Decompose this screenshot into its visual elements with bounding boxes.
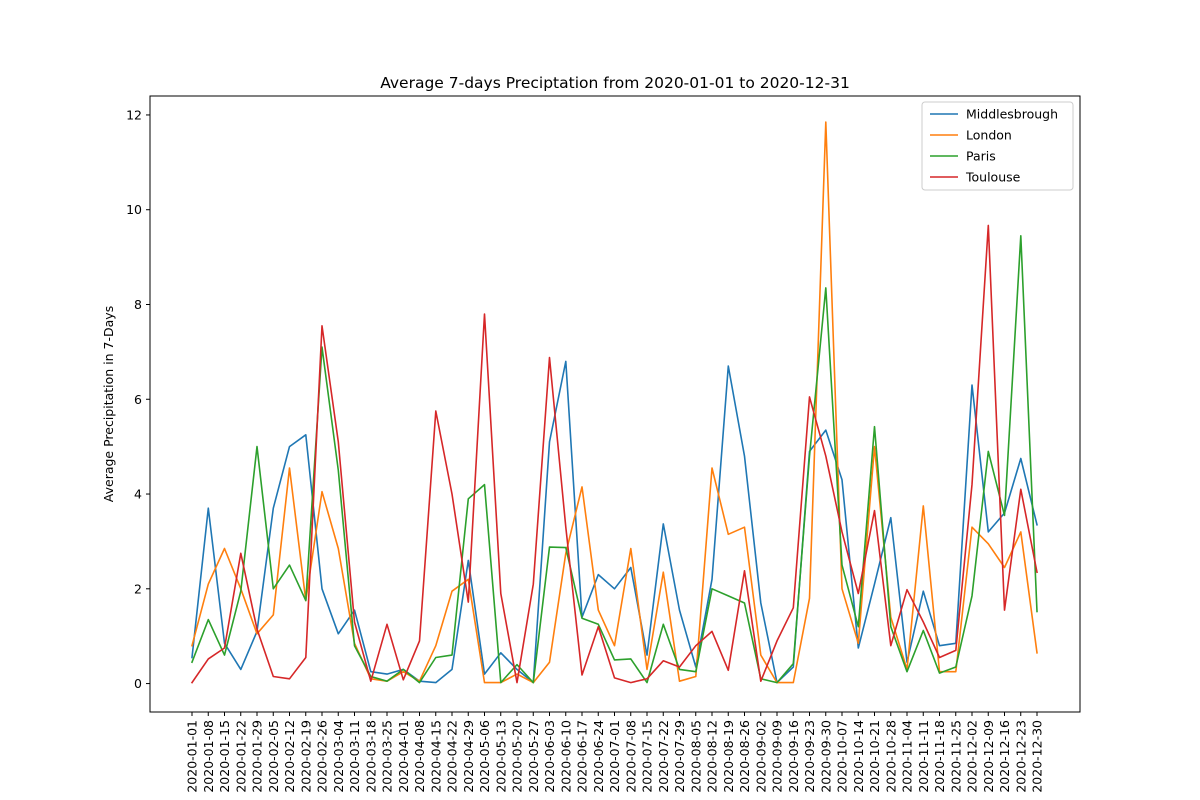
y-tick-label: 8 bbox=[134, 297, 142, 312]
x-tick-label: 2020-09-09 bbox=[770, 720, 785, 793]
x-tick-label: 2020-05-06 bbox=[477, 720, 492, 793]
x-tick-label: 2020-11-25 bbox=[948, 720, 963, 793]
series-line-middlesbrough bbox=[191, 360, 1038, 684]
y-tick-label: 10 bbox=[126, 202, 142, 217]
x-tick-label: 2020-11-04 bbox=[900, 720, 915, 793]
series-line-paris bbox=[190, 235, 1038, 684]
legend-box bbox=[921, 101, 1074, 191]
x-tick-label: 2020-12-23 bbox=[1013, 720, 1028, 793]
plot-area bbox=[150, 96, 1080, 712]
x-tick-label: 2020-10-14 bbox=[851, 720, 866, 793]
x-tick-label: 2020-01-15 bbox=[217, 720, 232, 793]
x-tick-label: 2020-12-16 bbox=[997, 720, 1012, 793]
y-tick-label: 6 bbox=[134, 392, 142, 407]
x-tick-label: 2020-07-15 bbox=[640, 720, 655, 793]
x-tick-label: 2020-11-11 bbox=[916, 720, 931, 793]
legend-label: Paris bbox=[966, 149, 996, 164]
x-tick-label: 2020-05-27 bbox=[526, 720, 541, 793]
x-tick-label: 2020-08-05 bbox=[688, 720, 703, 793]
x-tick-label: 2020-01-01 bbox=[185, 720, 200, 793]
x-tick-label: 2020-09-30 bbox=[818, 720, 833, 793]
legend-label: Toulouse bbox=[965, 170, 1021, 185]
series-line-toulouse bbox=[190, 224, 1038, 684]
x-tick-label: 2020-10-28 bbox=[883, 720, 898, 793]
legend-label: London bbox=[966, 128, 1012, 143]
chart-title: Average 7-days Preciptation from 2020-01… bbox=[380, 74, 850, 92]
x-tick-label: 2020-04-08 bbox=[412, 720, 427, 793]
x-tick-label: 2020-10-21 bbox=[867, 720, 882, 793]
x-tick-label: 2020-05-20 bbox=[510, 720, 525, 793]
x-tick-label: 2020-05-13 bbox=[493, 720, 508, 793]
x-tick-label: 2020-02-05 bbox=[266, 720, 281, 793]
x-tick-label: 2020-09-02 bbox=[753, 720, 768, 793]
x-tick-label: 2020-04-15 bbox=[428, 720, 443, 793]
x-tick-label: 2020-07-08 bbox=[623, 720, 638, 793]
x-tick-label: 2020-08-26 bbox=[737, 720, 752, 793]
x-tick-label: 2020-04-01 bbox=[396, 720, 411, 793]
x-tick-label: 2020-11-18 bbox=[932, 720, 947, 793]
x-tick-label: 2020-04-29 bbox=[461, 720, 476, 793]
y-axis-label: Average Precipitation in 7-Days bbox=[101, 306, 116, 502]
x-tick-label: 2020-02-19 bbox=[298, 720, 313, 793]
x-tick-label: 2020-07-22 bbox=[656, 720, 671, 793]
x-tick-label: 2020-08-19 bbox=[721, 720, 736, 793]
series-layer bbox=[190, 121, 1038, 684]
x-tick-label: 2020-12-02 bbox=[965, 720, 980, 793]
x-tick-label: 2020-09-23 bbox=[802, 720, 817, 793]
y-axis: 0 2 4 6 8 10 12 bbox=[126, 107, 150, 691]
x-tick-label: 2020-01-29 bbox=[250, 720, 265, 793]
x-tick-label: 2020-01-22 bbox=[233, 720, 248, 793]
x-tick-label: 2020-06-17 bbox=[575, 720, 590, 793]
y-tick-label: 4 bbox=[134, 487, 142, 502]
y-tick-label: 2 bbox=[134, 581, 142, 596]
legend-label: Middlesbrough bbox=[966, 107, 1058, 122]
x-tick-label: 2020-03-11 bbox=[347, 720, 362, 793]
x-tick-label: 2020-08-12 bbox=[705, 720, 720, 793]
x-tick-label: 2020-02-26 bbox=[315, 720, 330, 793]
series-line-london bbox=[191, 121, 1038, 684]
y-tick-label: 0 bbox=[134, 676, 142, 691]
x-tick-label: 2020-09-16 bbox=[786, 720, 801, 793]
x-tick-label: 2020-03-04 bbox=[331, 720, 346, 793]
x-tick-label: 2020-06-10 bbox=[558, 720, 573, 793]
x-tick-label: 2020-04-22 bbox=[445, 720, 460, 793]
x-tick-label: 2020-03-25 bbox=[380, 720, 395, 793]
x-tick-label: 2020-06-03 bbox=[542, 720, 557, 793]
x-tick-label: 2020-07-01 bbox=[607, 720, 622, 793]
y-tick-label: 12 bbox=[126, 107, 142, 122]
x-tick-label: 2020-02-12 bbox=[282, 720, 297, 793]
legend: Middlesbrough London Paris Toulouse bbox=[921, 101, 1074, 191]
x-tick-label: 2020-06-24 bbox=[591, 720, 606, 793]
x-tick-label: 2020-12-30 bbox=[1030, 720, 1045, 793]
x-tick-label: 2020-12-09 bbox=[981, 720, 996, 793]
x-axis: 2020-01-01 2020-01-08 2020-01-15 2020-01-22… bbox=[185, 712, 1045, 793]
x-tick-label: 2020-07-29 bbox=[672, 720, 687, 793]
x-tick-label: 2020-10-07 bbox=[835, 720, 850, 793]
x-tick-label: 2020-01-08 bbox=[201, 720, 216, 793]
x-tick-label: 2020-03-18 bbox=[363, 720, 378, 793]
